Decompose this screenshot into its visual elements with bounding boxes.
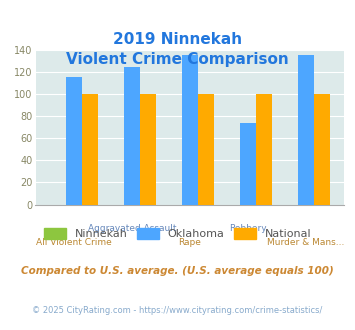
Bar [140, 94, 156, 205]
Text: Aggravated Assault: Aggravated Assault [88, 224, 176, 233]
Bar [198, 94, 214, 205]
Bar [240, 123, 256, 205]
Bar [182, 55, 198, 205]
Text: Rape: Rape [179, 238, 201, 247]
Text: Violent Crime Comparison: Violent Crime Comparison [66, 52, 289, 67]
Bar [256, 94, 272, 205]
Bar [66, 77, 82, 205]
Text: Compared to U.S. average. (U.S. average equals 100): Compared to U.S. average. (U.S. average … [21, 266, 334, 276]
Bar [298, 55, 314, 205]
Text: Robbery: Robbery [229, 224, 267, 233]
Bar [82, 94, 98, 205]
Text: 2019 Ninnekah: 2019 Ninnekah [113, 32, 242, 47]
Text: Murder & Mans...: Murder & Mans... [267, 238, 345, 247]
Bar [124, 67, 140, 205]
Text: All Violent Crime: All Violent Crime [36, 238, 112, 247]
Text: © 2025 CityRating.com - https://www.cityrating.com/crime-statistics/: © 2025 CityRating.com - https://www.city… [32, 306, 323, 315]
Legend: Ninnekah, Oklahoma, National: Ninnekah, Oklahoma, National [39, 223, 316, 244]
Bar [314, 94, 330, 205]
